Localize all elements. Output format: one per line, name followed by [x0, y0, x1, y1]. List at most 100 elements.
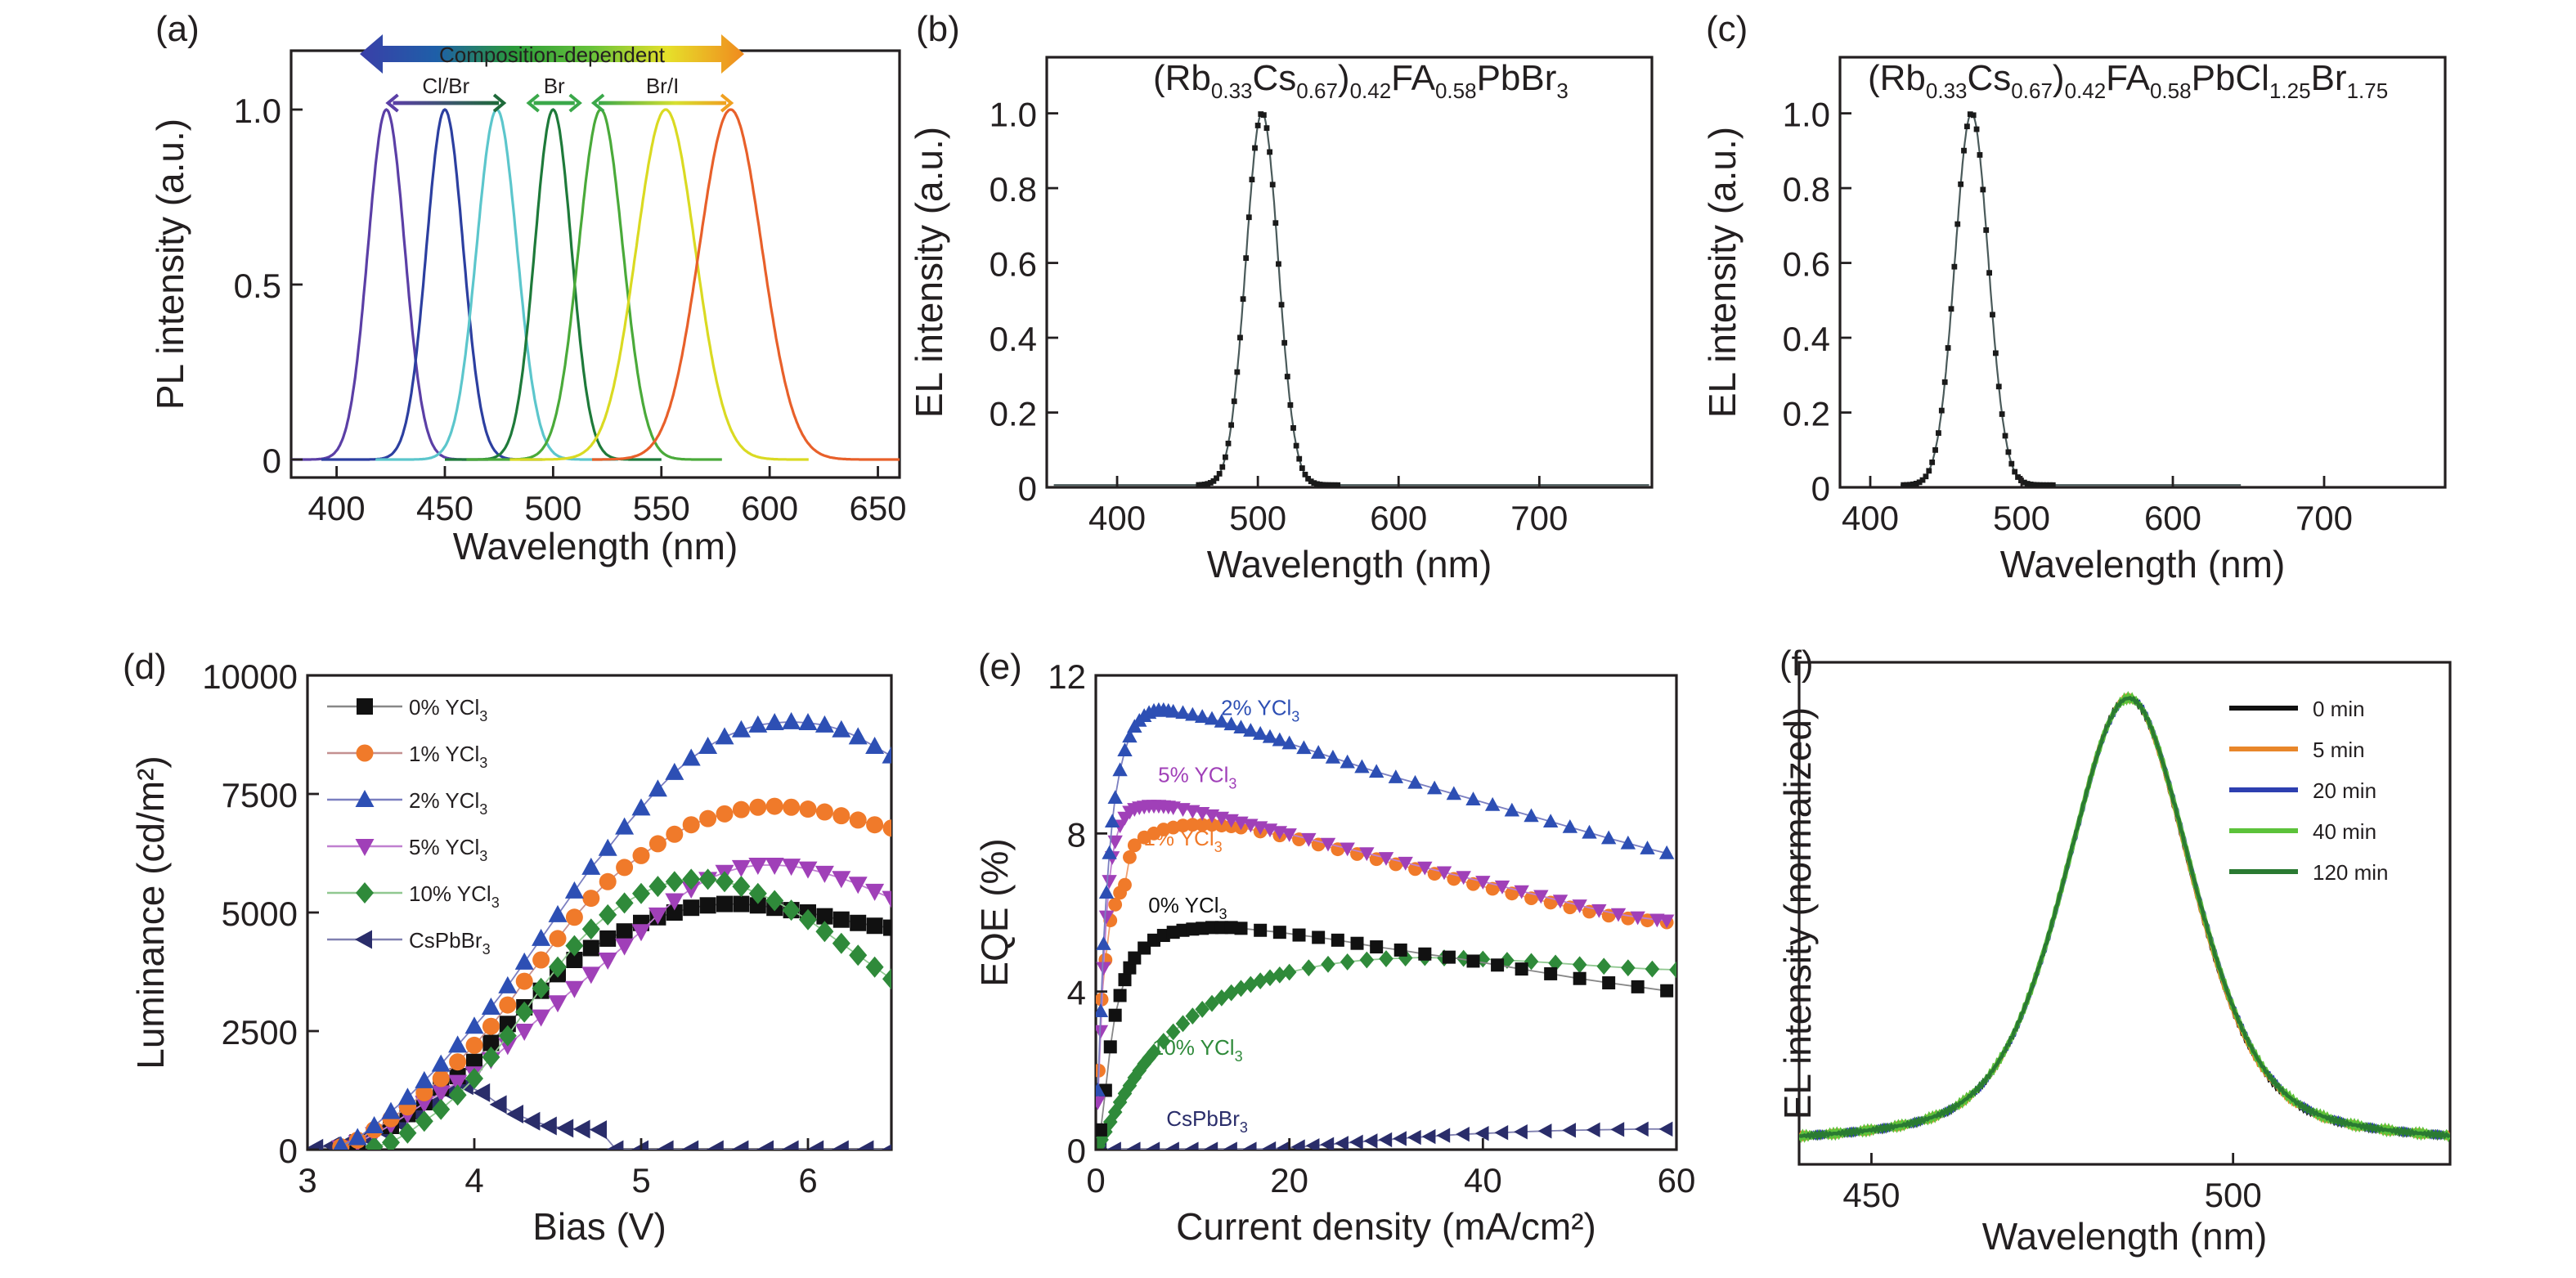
data-point — [515, 972, 533, 990]
data-point — [631, 1140, 648, 1150]
data-point — [1127, 838, 1142, 853]
legend-label: 0% YCl3 — [409, 695, 487, 724]
y-tick-label: 5000 — [222, 895, 298, 933]
data-point — [1514, 1124, 1528, 1140]
x-axis-label: Bias (V) — [532, 1205, 666, 1248]
data-point — [365, 1116, 384, 1133]
data-point — [1165, 703, 1181, 718]
data-point — [1234, 922, 1248, 935]
data-point — [1096, 1025, 1109, 1039]
data-point — [1112, 762, 1128, 777]
data-point — [1320, 837, 1336, 852]
data-point — [706, 1140, 724, 1150]
data-point — [549, 930, 567, 948]
data-point — [1146, 1141, 1160, 1150]
panel-e-eqe-current: 0 20 40 60 0 4 8 12 Current density (mA/cm²) EQE … — [973, 657, 1695, 1248]
el-data-point — [1941, 379, 1948, 385]
legend-item: 40 min — [2229, 819, 2376, 844]
data-point — [682, 816, 700, 834]
data-point — [1272, 966, 1287, 984]
data-point — [415, 1070, 434, 1088]
data-point — [748, 882, 767, 904]
data-point — [365, 1136, 384, 1150]
plot-area-c — [1901, 111, 2242, 487]
data-point — [749, 798, 767, 816]
data-point — [381, 1101, 401, 1119]
data-point — [1544, 966, 1558, 980]
el-data-point — [1923, 473, 1929, 480]
data-point — [1320, 1137, 1335, 1150]
x-tick-label: 400 — [1088, 499, 1146, 537]
data-point — [1610, 1122, 1625, 1137]
el-data-point — [1287, 401, 1294, 408]
pl-curve-582nm — [592, 108, 900, 461]
data-point — [1107, 790, 1123, 805]
data-point — [448, 1084, 467, 1106]
x-axis-label: Wavelength (nm) — [1982, 1215, 2268, 1258]
data-point — [1398, 856, 1413, 871]
data-point — [749, 897, 766, 914]
y-axis-label: Luminance (cd/m²) — [129, 756, 172, 1069]
data-point — [1436, 866, 1452, 881]
composition-formula-title: (Rb0.33Cs0.67)0.42FA0.58PbBr3 — [1153, 58, 1568, 103]
y-tick-label: 10000 — [202, 657, 298, 696]
data-point — [590, 1120, 607, 1140]
data-point — [648, 907, 667, 925]
panel-d-luminance-bias: 3 4 5 6 0 2500 5000 7500 10000 Bias (V) Luminance … — [129, 657, 893, 1248]
el-data-point — [1267, 149, 1272, 155]
data-point — [1331, 933, 1344, 947]
y-tick-label: 2500 — [222, 1013, 298, 1052]
el-data-point — [1237, 334, 1243, 341]
data-point — [682, 868, 701, 890]
data-point — [806, 1140, 824, 1150]
range-arrow-shaft — [533, 101, 575, 105]
data-point — [1102, 845, 1117, 859]
data-point — [1552, 895, 1568, 909]
data-point — [815, 803, 833, 821]
el-data-point — [1317, 482, 1323, 487]
x-tick-label: 400 — [308, 489, 366, 527]
y-tick-label: 8 — [1067, 815, 1086, 854]
data-point — [566, 952, 583, 968]
el-data-point — [1901, 482, 1907, 487]
data-point — [1370, 940, 1384, 954]
y-tick-label: 0 — [1811, 469, 1830, 508]
data-point — [1658, 914, 1675, 929]
data-point — [616, 859, 634, 877]
data-point — [1596, 957, 1612, 975]
data-point — [1474, 1125, 1489, 1141]
data-point — [1108, 897, 1123, 912]
panel-label-d: (d) — [123, 647, 167, 687]
el-curve — [1901, 111, 2242, 487]
data-point — [1660, 984, 1674, 998]
el-data-point — [1249, 177, 1255, 182]
y-axis-label: EL intensity (normalized) — [1776, 707, 1819, 1120]
data-point — [1098, 885, 1115, 899]
data-point — [1631, 980, 1645, 993]
legend-label: 5 min — [2313, 738, 2365, 762]
data-point — [1242, 1141, 1257, 1150]
el-data-point — [1290, 425, 1296, 431]
data-point — [765, 858, 784, 875]
el-data-point — [1207, 480, 1214, 486]
data-point — [1156, 1033, 1171, 1050]
pl-curve-450nm — [321, 108, 543, 461]
data-point — [882, 890, 891, 908]
data-point — [1195, 1001, 1209, 1018]
el-curve — [1053, 111, 1649, 487]
legend-marker — [356, 744, 374, 762]
data-point — [1296, 740, 1312, 755]
data-point — [581, 966, 601, 984]
data-point — [1640, 841, 1655, 854]
el-data-point — [1308, 478, 1314, 485]
data-point — [1562, 819, 1578, 833]
data-point — [482, 1017, 500, 1035]
el-curve-20-min — [1799, 695, 2450, 1141]
legend-label: 40 min — [2313, 819, 2376, 844]
data-point — [615, 892, 634, 914]
el-data-point — [1951, 263, 1958, 270]
el-data-point — [1243, 255, 1250, 262]
series-cspbbr3 — [1096, 1121, 1673, 1150]
legend-item: CsPbBr3 — [327, 928, 491, 957]
data-point — [581, 918, 600, 940]
